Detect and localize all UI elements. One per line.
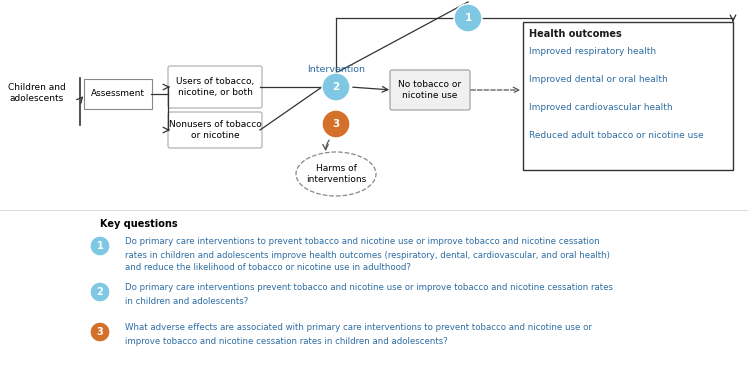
Text: 1: 1: [465, 13, 472, 23]
FancyBboxPatch shape: [84, 79, 152, 109]
Text: in children and adolescents?: in children and adolescents?: [125, 297, 248, 305]
Text: 3: 3: [332, 119, 340, 129]
Circle shape: [90, 322, 110, 342]
FancyBboxPatch shape: [390, 70, 470, 110]
Circle shape: [322, 73, 350, 101]
FancyBboxPatch shape: [168, 66, 262, 108]
Text: Nonusers of tobacco
or nicotine: Nonusers of tobacco or nicotine: [168, 120, 261, 140]
Text: Improved dental or oral health: Improved dental or oral health: [529, 76, 668, 84]
Text: Harms of
interventions: Harms of interventions: [306, 164, 366, 184]
Text: What adverse effects are associated with primary care interventions to prevent t: What adverse effects are associated with…: [125, 323, 592, 333]
Text: 1: 1: [96, 241, 103, 251]
Circle shape: [90, 236, 110, 256]
Circle shape: [454, 4, 482, 32]
Text: Improved respiratory health: Improved respiratory health: [529, 47, 656, 57]
Ellipse shape: [296, 152, 376, 196]
Text: Improved cardiovascular health: Improved cardiovascular health: [529, 103, 672, 113]
Text: No tobacco or
nicotine use: No tobacco or nicotine use: [399, 80, 462, 100]
Text: improve tobacco and nicotine cessation rates in children and adolescents?: improve tobacco and nicotine cessation r…: [125, 337, 448, 345]
Circle shape: [322, 110, 350, 138]
Text: Children and
adolescents: Children and adolescents: [8, 83, 66, 103]
Text: 3: 3: [96, 327, 103, 337]
Text: Do primary care interventions to prevent tobacco and nicotine use or improve tob: Do primary care interventions to prevent…: [125, 237, 600, 247]
Text: Key questions: Key questions: [100, 219, 177, 229]
Text: Do primary care interventions prevent tobacco and nicotine use or improve tobacc: Do primary care interventions prevent to…: [125, 283, 613, 292]
Text: 2: 2: [332, 82, 340, 92]
Text: and reduce the likelihood of tobacco or nicotine use in adulthood?: and reduce the likelihood of tobacco or …: [125, 264, 411, 273]
Text: Intervention: Intervention: [307, 65, 365, 75]
Text: rates in children and adolescents improve health outcomes (respiratory, dental, : rates in children and adolescents improv…: [125, 251, 610, 259]
Circle shape: [90, 282, 110, 302]
Text: 2: 2: [96, 287, 103, 297]
FancyBboxPatch shape: [168, 112, 262, 148]
Bar: [523, 22, 733, 170]
Text: Assessment: Assessment: [91, 90, 145, 98]
Text: Health outcomes: Health outcomes: [529, 29, 622, 39]
Text: Users of tobacco,
nicotine, or both: Users of tobacco, nicotine, or both: [176, 77, 254, 97]
Text: Reduced adult tobacco or nicotine use: Reduced adult tobacco or nicotine use: [529, 131, 704, 141]
